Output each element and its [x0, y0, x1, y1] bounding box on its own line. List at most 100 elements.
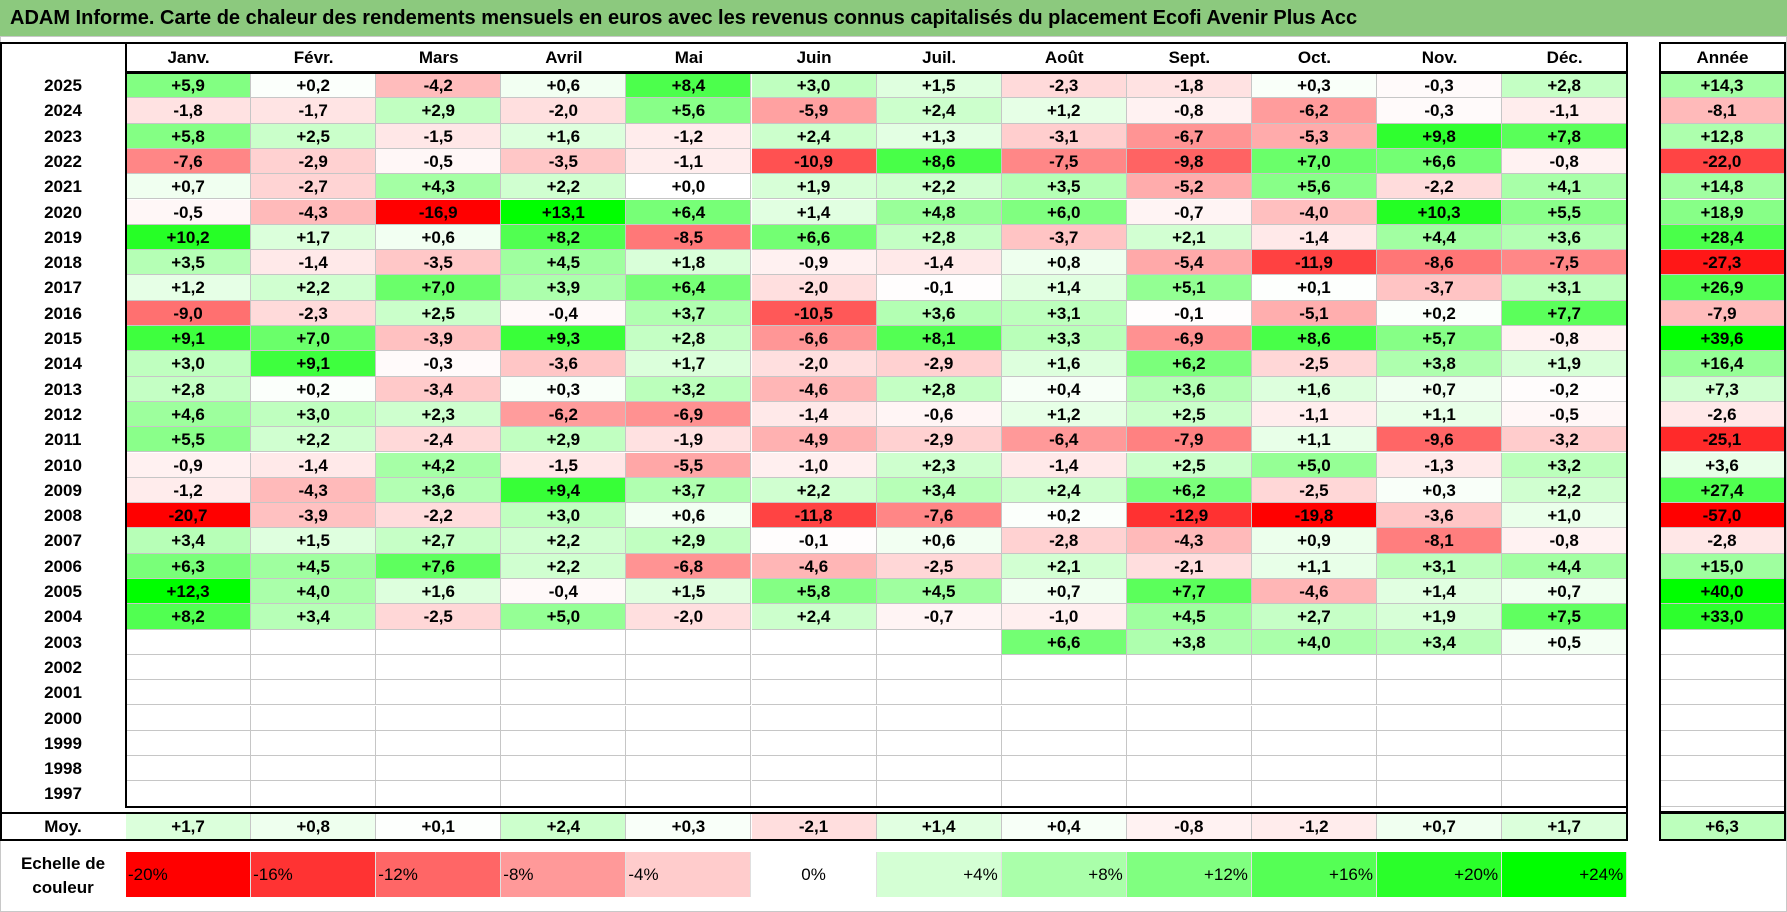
heatmap-cell: +2,9 — [376, 98, 502, 124]
row-year-label: 2003 — [44, 632, 82, 652]
heatmap-cell: -1,1 — [626, 148, 752, 175]
heatmap-cell: +3,6 — [376, 477, 502, 504]
heatmap-cell: -2,0 — [751, 351, 877, 377]
heatmap-cell: +2,2 — [251, 427, 377, 453]
heatmap-cell: -7,6 — [126, 148, 252, 175]
heatmap-cell: -2,1 — [1126, 553, 1252, 579]
heatmap-cell: -3,6 — [501, 351, 627, 377]
heatmap-cell: -1,1 — [1502, 98, 1628, 124]
column-header: Janv. — [167, 48, 210, 67]
heatmap-cell: +2,4 — [751, 604, 877, 630]
heatmap-cell: -0,9 — [126, 452, 252, 478]
heatmap-cell — [376, 629, 502, 655]
heatmap-cell: -4,3 — [1126, 528, 1252, 554]
column-header: Juil. — [922, 48, 957, 67]
heatmap-cell: -11,8 — [751, 503, 877, 529]
heatmap-cell — [1251, 680, 1377, 706]
annual-cell: -27,3 — [1660, 250, 1785, 276]
heatmap-cell: +1,6 — [376, 579, 502, 605]
average-cell: +2,4 — [501, 813, 627, 840]
color-scale-stop: +12% — [1126, 852, 1252, 897]
row-year-label: 2009 — [44, 480, 82, 500]
heatmap-cell — [876, 756, 1002, 782]
heatmap-cell: +5,6 — [626, 98, 752, 124]
heatmap-cell: +7,0 — [251, 326, 377, 352]
heatmap-cell: +2,2 — [501, 553, 627, 579]
heatmap-cell: -2,7 — [251, 174, 377, 200]
heatmap-cell: -1,3 — [1377, 452, 1503, 478]
heatmap-cell — [251, 654, 377, 681]
heatmap-cell: -7,5 — [1001, 148, 1127, 175]
annual-cell — [1660, 781, 1785, 807]
heatmap-cell: +3,1 — [1377, 553, 1503, 579]
heatmap-cell — [876, 654, 1002, 681]
heatmap-cell: +1,7 — [626, 351, 752, 377]
annual-cell: +26,9 — [1660, 275, 1785, 301]
heatmap-cell: +3,6 — [1502, 224, 1628, 251]
heatmap-cell — [876, 781, 1002, 807]
heatmap-cell — [126, 730, 252, 757]
heatmap-cell: +1,2 — [1001, 98, 1127, 124]
heatmap-cell: -8,5 — [626, 224, 752, 251]
heatmap-cell: -4,9 — [751, 427, 877, 453]
heatmap-cell — [251, 781, 377, 807]
heatmap-cell: -6,7 — [1126, 123, 1252, 149]
heatmap-cell: +0,6 — [376, 224, 502, 251]
heatmap-cell: -0,5 — [126, 199, 252, 225]
heatmap-cell: +0,7 — [1001, 579, 1127, 605]
heatmap-cell: -2,8 — [1001, 528, 1127, 554]
heatmap-cell: +4,5 — [251, 553, 377, 579]
heatmap-cell: +4,5 — [501, 250, 627, 276]
heatmap-cell: +1,6 — [1001, 351, 1127, 377]
heatmap-cell — [876, 705, 1002, 731]
heatmap-cell — [1001, 756, 1127, 782]
heatmap-cell — [751, 781, 877, 807]
annual-cell: -2,6 — [1660, 401, 1785, 428]
heatmap-cell: -5,4 — [1126, 250, 1252, 276]
heatmap-cell — [126, 781, 252, 807]
annual-cell: -8,1 — [1660, 98, 1785, 124]
heatmap-cell: -5,9 — [751, 98, 877, 124]
heatmap-cell: +8,6 — [876, 148, 1002, 175]
row-year-label: 2005 — [44, 582, 82, 601]
annual-cell: +12,8 — [1660, 123, 1785, 149]
heatmap-cell: -5,5 — [626, 452, 752, 478]
heatmap-cell: +0,9 — [1251, 528, 1377, 554]
heatmap-cell: -6,8 — [626, 553, 752, 579]
heatmap-cell: -1,2 — [126, 477, 252, 504]
heatmap-cell — [126, 705, 252, 731]
average-cell: +1,7 — [126, 813, 252, 840]
heatmap-cell: +2,2 — [876, 174, 1002, 200]
chart-title: ADAM Informe. Carte de chaleur des rende… — [0, 0, 1787, 36]
color-scale-stop: +8% — [1001, 852, 1127, 897]
heatmap-cell — [1001, 654, 1127, 681]
annual-cell: +33,0 — [1660, 604, 1785, 630]
heatmap-cell — [501, 629, 627, 655]
color-scale-stop: +24% — [1502, 852, 1628, 897]
heatmap-cell: -1,5 — [501, 452, 627, 478]
heatmap-cell — [1251, 654, 1377, 681]
heatmap-cell — [376, 756, 502, 782]
heatmap-cell: +9,3 — [501, 326, 627, 352]
heatmap-cell — [251, 629, 377, 655]
heatmap-cell: -6,6 — [751, 326, 877, 352]
heatmap-cell: +2,4 — [751, 123, 877, 149]
heatmap-cell: -1,5 — [376, 123, 502, 149]
heatmap-cell: -4,2 — [376, 73, 502, 99]
heatmap-cell: +3,7 — [626, 300, 752, 326]
annual-cell: +18,9 — [1660, 199, 1785, 225]
heatmap-cell: -3,9 — [251, 503, 377, 529]
heatmap-cell: +6,3 — [126, 553, 252, 579]
heatmap-cell: +0,2 — [251, 73, 377, 99]
heatmap-cell — [751, 629, 877, 655]
heatmap-cell: +1,2 — [1001, 401, 1127, 428]
heatmap-cell: +2,8 — [626, 326, 752, 352]
heatmap-cell — [376, 730, 502, 757]
heatmap-cell — [876, 629, 1002, 655]
heatmap-cell: +4,5 — [876, 579, 1002, 605]
heatmap-cell — [376, 781, 502, 807]
heatmap-cell: +1,6 — [501, 123, 627, 149]
row-year-label: 2025 — [44, 76, 82, 95]
heatmap-cell: +0,3 — [1251, 73, 1377, 99]
heatmap-cell: -2,3 — [251, 300, 377, 326]
